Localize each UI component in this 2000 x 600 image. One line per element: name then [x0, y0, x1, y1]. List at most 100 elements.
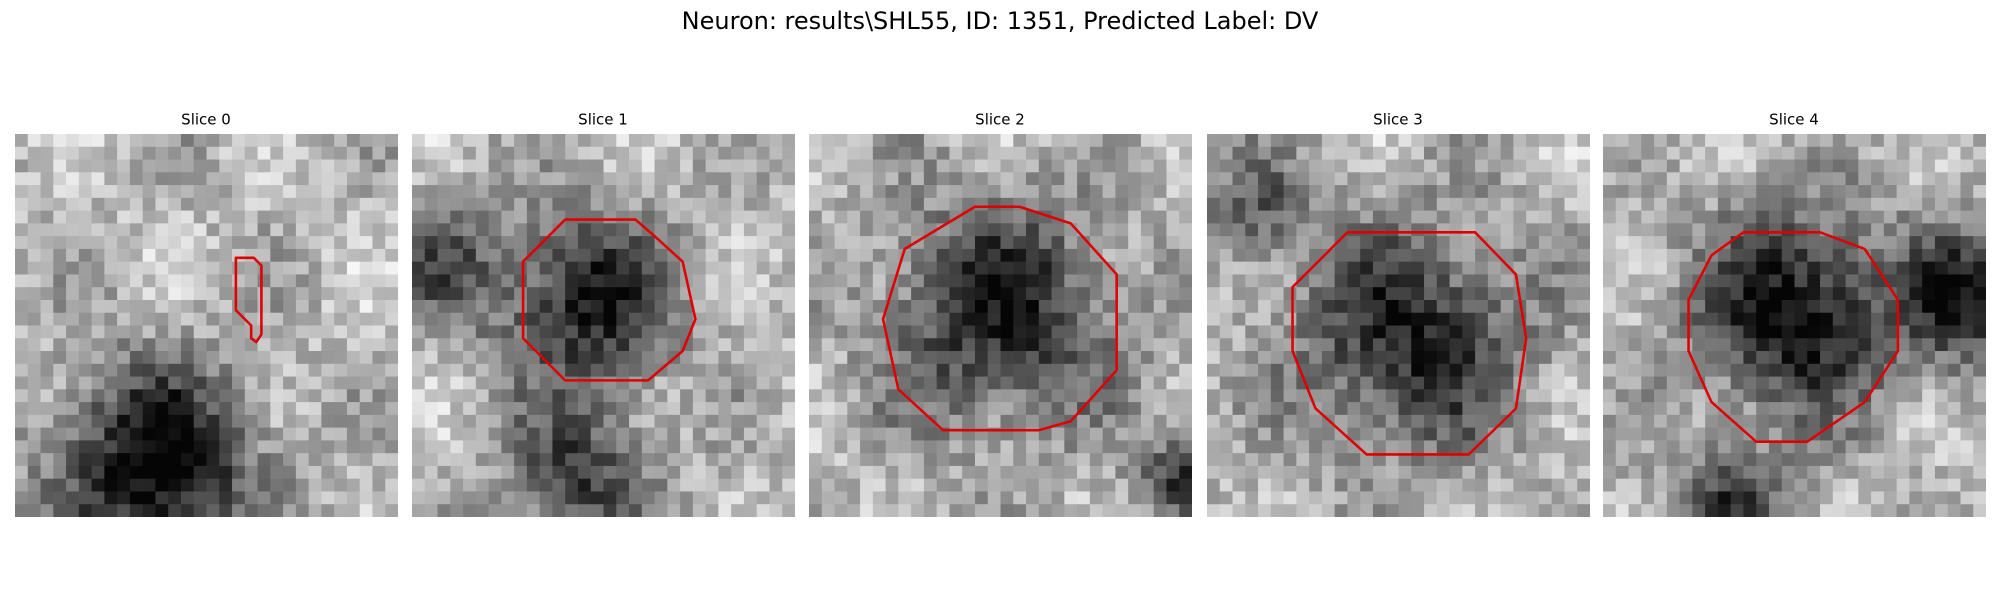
- pixel: [193, 351, 208, 365]
- pixel: [346, 465, 361, 480]
- pixel: [885, 491, 899, 505]
- pixel: [1628, 338, 1642, 352]
- pixel: [1296, 287, 1310, 301]
- pixel: [654, 223, 668, 237]
- pixel: [1947, 134, 1961, 148]
- pixel: [15, 491, 29, 505]
- pixel: [1666, 159, 1681, 173]
- pixel: [475, 338, 490, 352]
- pixel: [1807, 453, 1821, 467]
- pixel: [1628, 351, 1642, 365]
- pixel: [1360, 287, 1374, 301]
- pixel: [1475, 248, 1489, 263]
- pixel: [283, 134, 297, 148]
- pixel: [129, 478, 144, 492]
- pixel: [898, 325, 912, 339]
- pixel: [1934, 376, 1949, 390]
- pixel: [372, 414, 386, 429]
- pixel: [488, 261, 502, 275]
- pixel: [1064, 325, 1078, 339]
- pixel: [1768, 389, 1783, 403]
- pixel: [552, 363, 566, 378]
- pixel: [15, 402, 29, 416]
- pixel: [1026, 376, 1040, 390]
- pixel: [1756, 223, 1770, 237]
- pixel: [1051, 236, 1065, 250]
- pixel: [911, 261, 925, 275]
- pixel: [911, 287, 925, 301]
- pixel: [129, 402, 144, 416]
- pixel: [654, 146, 668, 161]
- pixel: [731, 172, 745, 186]
- pixel: [1347, 414, 1361, 429]
- pixel: [142, 223, 156, 237]
- pixel: [206, 427, 220, 441]
- pixel: [590, 185, 605, 199]
- pixel: [1909, 210, 1923, 224]
- pixel: [1615, 402, 1630, 416]
- pixel: [654, 210, 668, 224]
- pixel: [654, 312, 668, 327]
- pixel: [769, 299, 783, 314]
- pixel: [1038, 402, 1053, 416]
- pixel: [1258, 185, 1272, 199]
- pixel: [860, 363, 874, 378]
- pixel: [1115, 287, 1129, 301]
- pixel: [577, 453, 592, 467]
- pixel: [1883, 351, 1898, 365]
- pixel: [821, 465, 836, 480]
- pixel: [590, 325, 605, 339]
- pixel: [1717, 236, 1732, 250]
- pixel: [1947, 248, 1961, 263]
- pixel: [911, 363, 925, 378]
- pixel: [475, 274, 490, 288]
- pixel: [1743, 312, 1757, 327]
- pixel: [1807, 402, 1821, 416]
- pixel: [270, 402, 284, 416]
- pixel: [1500, 261, 1514, 275]
- pixel: [1475, 312, 1489, 327]
- pixel: [15, 312, 29, 327]
- pixel: [1309, 491, 1323, 505]
- pixel: [514, 440, 528, 454]
- pixel: [437, 427, 451, 441]
- pixel: [1207, 491, 1221, 505]
- pixel: [1436, 351, 1451, 365]
- pixel: [987, 389, 1002, 403]
- pixel: [1232, 210, 1246, 224]
- pixel: [412, 287, 426, 301]
- pixel: [1820, 351, 1834, 365]
- pixel: [1871, 427, 1885, 441]
- pixel: [53, 414, 67, 429]
- pixel: [1909, 376, 1923, 390]
- pixel: [1309, 414, 1323, 429]
- pixel: [193, 185, 208, 199]
- pixel: [1207, 274, 1221, 288]
- pixel: [756, 427, 770, 441]
- pixel: [155, 248, 169, 263]
- pixel: [860, 414, 874, 429]
- pixel: [1411, 465, 1425, 480]
- pixel: [1934, 274, 1949, 288]
- pixel: [1513, 465, 1527, 480]
- pixel: [244, 427, 259, 441]
- pixel: [372, 504, 386, 517]
- pixel: [104, 248, 118, 263]
- pixel: [372, 185, 386, 199]
- pixel: [1232, 440, 1246, 454]
- pixel: [1730, 185, 1744, 199]
- pixel: [552, 185, 566, 199]
- pixel: [168, 491, 182, 505]
- pixel: [923, 414, 938, 429]
- pixel: [1207, 146, 1221, 161]
- pixel: [1089, 491, 1104, 505]
- pixel: [1603, 376, 1617, 390]
- pixel: [1679, 146, 1693, 161]
- pixel: [295, 261, 310, 275]
- pixel: [1385, 453, 1400, 467]
- pixel: [654, 478, 668, 492]
- pixel: [1603, 299, 1617, 314]
- pixel: [705, 491, 719, 505]
- pixel: [718, 478, 732, 492]
- pixel: [1756, 248, 1770, 263]
